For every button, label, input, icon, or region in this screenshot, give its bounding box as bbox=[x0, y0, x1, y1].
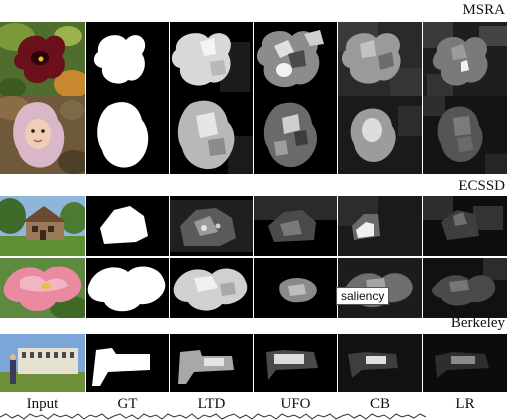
example-row-house bbox=[0, 196, 507, 256]
gt-map-flower bbox=[86, 22, 169, 100]
dataset-label-ecssd: ECSSD bbox=[458, 178, 505, 194]
ltd-map-building bbox=[170, 334, 253, 392]
lr-map-pink-flower bbox=[423, 258, 507, 318]
ufo-map-house bbox=[254, 196, 337, 256]
saliency-tooltip: saliency bbox=[336, 287, 390, 305]
gt-map-building bbox=[86, 334, 169, 392]
input-image-child bbox=[0, 96, 85, 174]
ltd-map-pink-flower bbox=[170, 258, 253, 318]
ufo-map-flower bbox=[254, 22, 337, 100]
cb-map-house bbox=[338, 196, 422, 256]
ufo-map-child bbox=[254, 96, 337, 174]
example-row-building bbox=[0, 334, 507, 392]
cb-map-flower bbox=[338, 22, 422, 100]
cb-map-child bbox=[338, 96, 422, 174]
gt-map-house bbox=[86, 196, 169, 256]
ufo-map-pink-flower bbox=[254, 258, 337, 318]
example-row-flower bbox=[0, 22, 507, 100]
gt-map-child bbox=[86, 96, 169, 174]
lr-map-child bbox=[423, 96, 507, 174]
column-label-ltd: LTD bbox=[197, 396, 226, 412]
column-label-cb: CB bbox=[369, 396, 390, 412]
ltd-map-child bbox=[170, 96, 253, 174]
ltd-map-flower bbox=[170, 22, 253, 100]
ltd-map-house bbox=[170, 196, 253, 256]
dataset-label-msra: MSRA bbox=[462, 2, 505, 18]
ufo-map-building bbox=[254, 334, 337, 392]
input-image-flower bbox=[0, 22, 85, 100]
column-label-input: Input bbox=[26, 396, 59, 412]
cb-map-building bbox=[338, 334, 422, 392]
gt-map-pink-flower bbox=[86, 258, 169, 318]
lr-map-house bbox=[423, 196, 507, 256]
cropped-caption-fragment bbox=[0, 413, 427, 420]
dataset-label-berkeley: Berkeley bbox=[450, 315, 505, 331]
example-row-pink-flower bbox=[0, 258, 507, 318]
column-label-ufo: UFO bbox=[280, 396, 311, 412]
input-image-house bbox=[0, 196, 85, 256]
lr-map-flower bbox=[423, 22, 507, 100]
column-label-lr: LR bbox=[455, 396, 475, 412]
lr-map-building bbox=[423, 334, 507, 392]
input-image-building bbox=[0, 334, 85, 392]
example-row-child bbox=[0, 96, 507, 174]
column-labels: Input GT LTD UFO CB LR bbox=[0, 396, 507, 414]
column-label-gt: GT bbox=[117, 396, 138, 412]
input-image-pink-flower bbox=[0, 258, 85, 318]
